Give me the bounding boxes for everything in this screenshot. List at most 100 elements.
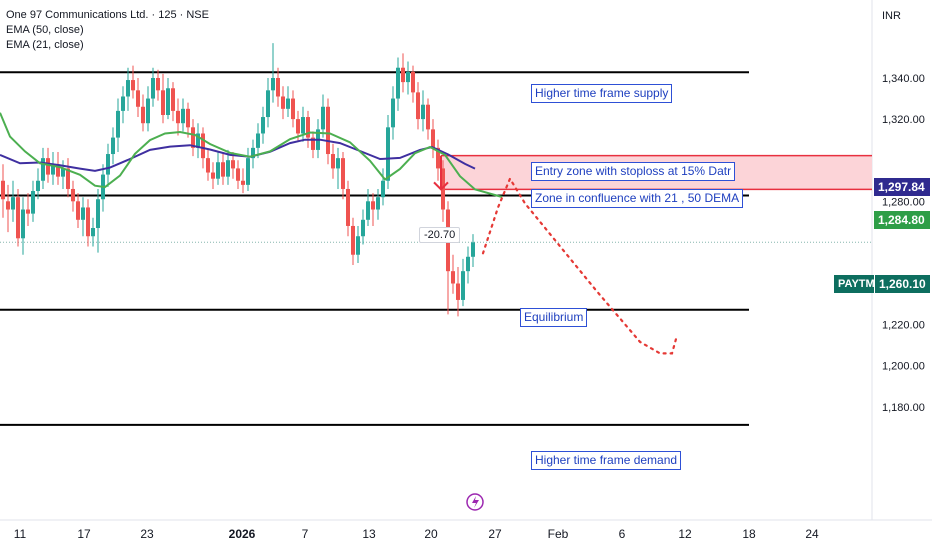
candle-body-65 <box>326 106 330 155</box>
x-tick-label: Feb <box>548 527 569 541</box>
candle-body-77 <box>386 127 390 181</box>
annotation-supply[interactable]: Higher time frame supply <box>531 84 673 103</box>
candle-body-93 <box>466 256 470 272</box>
annotation-entry-zone[interactable]: Entry zone with stoploss at 15% Datr <box>531 162 736 181</box>
candle-body-85 <box>426 104 430 130</box>
candle-body-7 <box>36 180 40 192</box>
candle-body-40 <box>201 133 205 159</box>
candle-body-12 <box>61 168 65 177</box>
annotation-equilibrium[interactable]: Equilibrium <box>520 308 588 327</box>
x-tick-label: 12 <box>678 527 692 541</box>
candle-body-29 <box>146 98 150 124</box>
candle-body-38 <box>191 127 195 148</box>
x-tick-label: 18 <box>742 527 756 541</box>
candle-body-92 <box>461 271 465 300</box>
candle-body-17 <box>86 207 90 237</box>
candle-body-35 <box>176 110 180 124</box>
annotation-confluence[interactable]: Zone in confluence with 21 , 50 DEMA <box>531 189 744 208</box>
candle-body-51 <box>256 133 260 148</box>
candle-body-15 <box>76 201 80 220</box>
candle-body-69 <box>346 188 350 226</box>
candle-body-76 <box>381 180 385 198</box>
candle-body-1 <box>6 201 10 210</box>
candle-body-28 <box>141 106 145 124</box>
candle-body-57 <box>286 98 290 109</box>
currency-label[interactable]: INR <box>882 10 901 22</box>
x-tick-label: 13 <box>362 527 376 541</box>
candle-body-25 <box>126 80 130 97</box>
candle-body-50 <box>251 147 255 159</box>
candle-body-54 <box>271 78 275 91</box>
candle-body-68 <box>341 158 345 189</box>
y-tick-label: 1,320.00 <box>882 114 925 126</box>
x-tick-label: 7 <box>302 527 309 541</box>
candle-body-84 <box>421 104 425 120</box>
candle-body-32 <box>161 90 165 115</box>
candle-body-75 <box>376 197 380 210</box>
ticker-badge: PAYTM <box>834 275 875 293</box>
candle-body-60 <box>301 117 305 134</box>
ema21-legend: EMA (21, close) <box>6 39 84 51</box>
candle-body-62 <box>311 137 315 150</box>
candle-body-5 <box>26 209 30 214</box>
x-tick-label: 23 <box>140 527 154 541</box>
candle-body-6 <box>31 191 35 214</box>
candle-body-23 <box>116 110 120 138</box>
candle-body-30 <box>151 78 155 99</box>
y-tick-label: 1,220.00 <box>882 320 925 332</box>
annotation-demand[interactable]: Higher time frame demand <box>531 451 682 470</box>
candle-body-8 <box>41 158 45 181</box>
candle-body-43 <box>216 162 220 179</box>
y-tick-label: 1,340.00 <box>882 73 925 85</box>
projection-path <box>481 176 678 355</box>
measure-arrowhead <box>433 181 449 191</box>
candle-body-33 <box>166 88 170 115</box>
candle-body-39 <box>196 133 200 148</box>
candle-body-72 <box>361 219 365 237</box>
ema50-legend: EMA (50, close) <box>6 24 84 36</box>
candle-body-83 <box>416 92 420 120</box>
candle-body-16 <box>81 207 85 220</box>
candle-body-91 <box>456 283 460 300</box>
ema21-line <box>0 112 503 198</box>
candle-body-49 <box>246 158 250 185</box>
candle-body-78 <box>391 98 395 128</box>
candle-body-18 <box>91 228 95 237</box>
candle-body-2 <box>11 197 15 210</box>
candle-body-88 <box>441 168 445 210</box>
candle-body-44 <box>221 162 225 177</box>
x-tick-label: 24 <box>805 527 819 541</box>
candle-body-87 <box>436 147 440 169</box>
candle-body-56 <box>281 96 285 109</box>
candle-body-74 <box>371 201 375 210</box>
candle-body-46 <box>231 160 235 169</box>
candle-body-90 <box>451 271 455 284</box>
candle-body-21 <box>106 154 110 175</box>
chart-legend[interactable]: One 97 Communications Ltd. · 125 · NSE E… <box>6 8 209 53</box>
candle-body-59 <box>296 119 300 134</box>
symbol-title: One 97 Communications Ltd. · 125 · NSE <box>6 9 209 21</box>
candle-body-61 <box>306 117 310 138</box>
candle-body-73 <box>366 201 370 220</box>
ema21-price-badge: 1,284.80 <box>874 211 930 229</box>
candle-body-34 <box>171 88 175 111</box>
x-tick-label: 20 <box>424 527 438 541</box>
candle-body-52 <box>261 117 265 134</box>
candle-body-27 <box>136 90 140 107</box>
x-tick-label: 2026 <box>229 527 256 541</box>
candle-body-13 <box>66 168 70 189</box>
candle-body-48 <box>241 180 245 185</box>
candle-body-94 <box>471 242 475 257</box>
candle-body-3 <box>16 197 20 239</box>
candle-body-42 <box>211 172 215 179</box>
candle-body-36 <box>181 108 185 124</box>
candle-body-0 <box>1 180 5 200</box>
ema50-price-badge: 1,297.84 <box>874 178 930 196</box>
candle-body-64 <box>321 106 325 130</box>
candle-body-81 <box>406 71 410 83</box>
candle-body-66 <box>331 154 335 169</box>
candle-body-14 <box>71 188 75 202</box>
candle-body-41 <box>206 158 210 173</box>
